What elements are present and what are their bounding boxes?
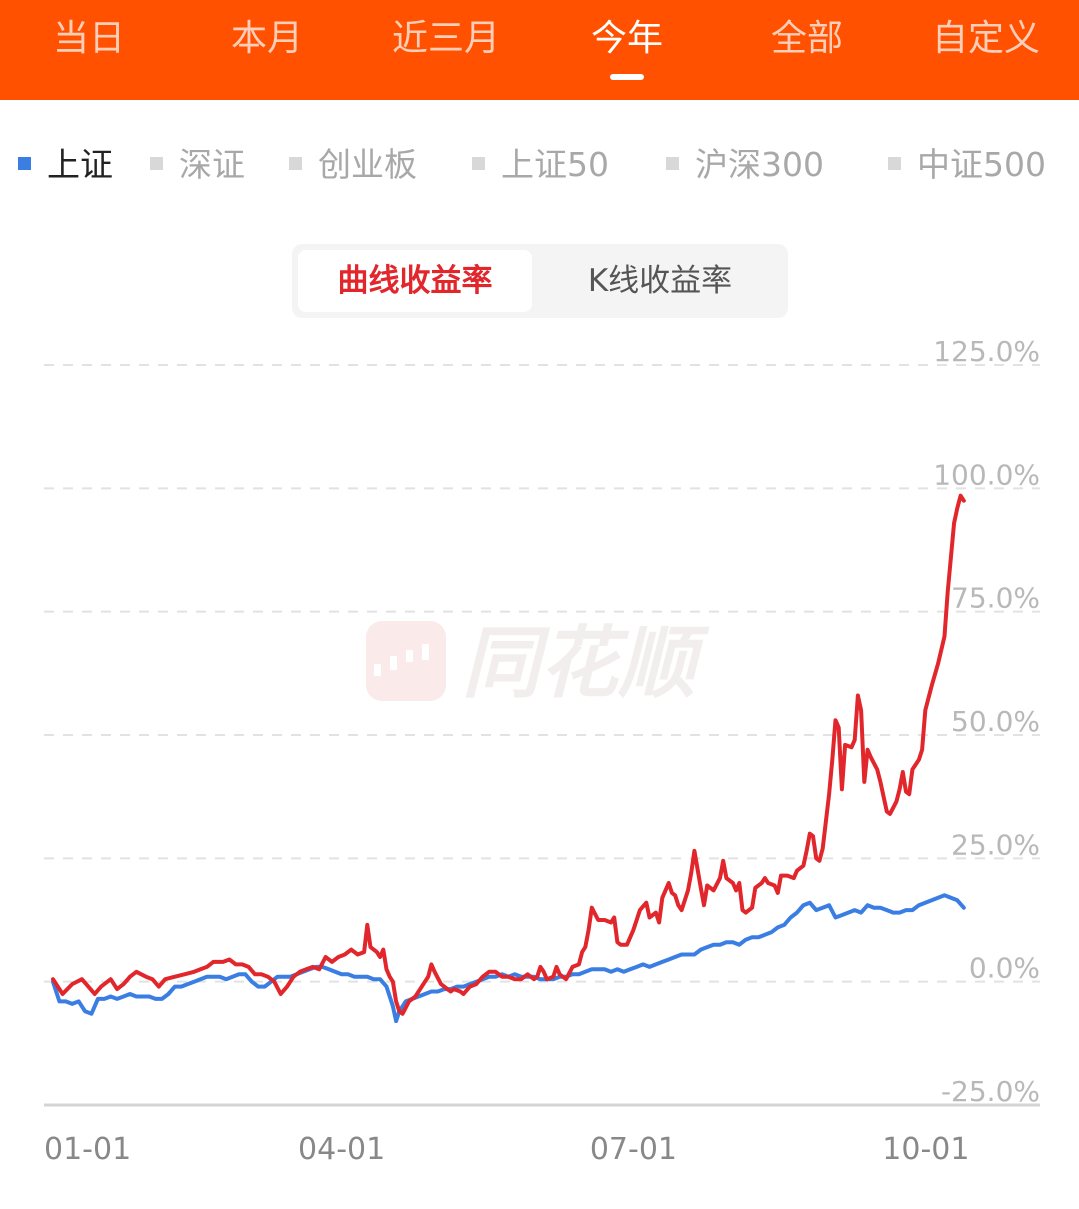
x-tick-label: 10-01 xyxy=(882,1132,969,1167)
tab-this-year[interactable]: 今年 xyxy=(590,18,664,59)
legend-swatch xyxy=(18,157,31,170)
active-tab-indicator xyxy=(610,74,644,80)
tab-last-three-months[interactable]: 近三月 xyxy=(391,18,501,59)
tab-custom[interactable]: 自定义 xyxy=(931,18,1041,59)
watermark-text: 同花顺 xyxy=(462,619,710,709)
y-tick-label: 100.0% xyxy=(933,458,1040,491)
legend-item-shenzhen[interactable]: 深证 xyxy=(150,142,245,188)
kline-return-button[interactable]: K线收益率 xyxy=(587,263,733,299)
legend-swatch xyxy=(289,157,302,170)
tab-this-month[interactable]: 本月 xyxy=(230,18,304,59)
tab-today[interactable]: 当日 xyxy=(52,18,126,59)
return-line-chart: 同花顺 125.0% 100.0% 75.0% 50.0% 25.0% 0.0% -25.0… xyxy=(44,335,1040,1167)
legend-item-sse50[interactable]: 上证50 xyxy=(472,142,609,188)
series-line xyxy=(51,893,966,1024)
legend-swatch xyxy=(666,157,679,170)
series-lines xyxy=(51,493,966,1024)
series-line xyxy=(51,493,966,1016)
legend-item-csi300[interactable]: 沪深300 xyxy=(666,142,824,188)
x-tick-label: 07-01 xyxy=(590,1132,677,1167)
watermark-candle-icon xyxy=(406,650,413,662)
legend-item-shanghai[interactable]: 上证 xyxy=(18,142,113,188)
y-tick-label: 75.0% xyxy=(951,582,1040,615)
y-axis-labels: 125.0% 100.0% 75.0% 50.0% 25.0% 0.0% -25.0% xyxy=(933,335,1040,1108)
legend-label: 沪深300 xyxy=(695,145,824,184)
watermark-candle-icon xyxy=(374,664,381,676)
return-view-toggle: 曲线收益率 K线收益率 xyxy=(292,244,788,318)
y-tick-label: -25.0% xyxy=(941,1075,1040,1108)
legend-label: 深证 xyxy=(179,145,245,184)
watermark-candle-icon xyxy=(390,656,397,670)
x-axis-labels: 01-01 04-01 07-01 10-01 xyxy=(44,1132,969,1167)
curve-return-button[interactable]: 曲线收益率 xyxy=(298,250,532,312)
legend-label: 上证50 xyxy=(501,145,609,184)
tab-all[interactable]: 全部 xyxy=(770,18,844,59)
legend-item-chinext[interactable]: 创业板 xyxy=(289,142,417,188)
period-tab-bar: 当日 本月 近三月 今年 全部 自定义 xyxy=(0,0,1079,100)
watermark: 同花顺 xyxy=(366,619,710,709)
x-tick-label: 01-01 xyxy=(44,1132,131,1167)
legend-swatch xyxy=(472,157,485,170)
y-tick-label: 0.0% xyxy=(969,952,1040,985)
grid xyxy=(44,364,1040,983)
x-tick-label: 04-01 xyxy=(298,1132,385,1167)
legend-label: 中证500 xyxy=(917,145,1046,184)
legend-swatch xyxy=(888,157,901,170)
legend-label: 上证 xyxy=(47,145,113,184)
legend-label: 创业板 xyxy=(318,145,417,184)
legend-item-csi500[interactable]: 中证500 xyxy=(888,142,1046,188)
y-tick-label: 25.0% xyxy=(951,828,1040,861)
y-tick-label: 50.0% xyxy=(951,705,1040,738)
watermark-candle-icon xyxy=(422,644,429,660)
legend-swatch xyxy=(150,157,163,170)
y-tick-label: 125.0% xyxy=(933,335,1040,368)
